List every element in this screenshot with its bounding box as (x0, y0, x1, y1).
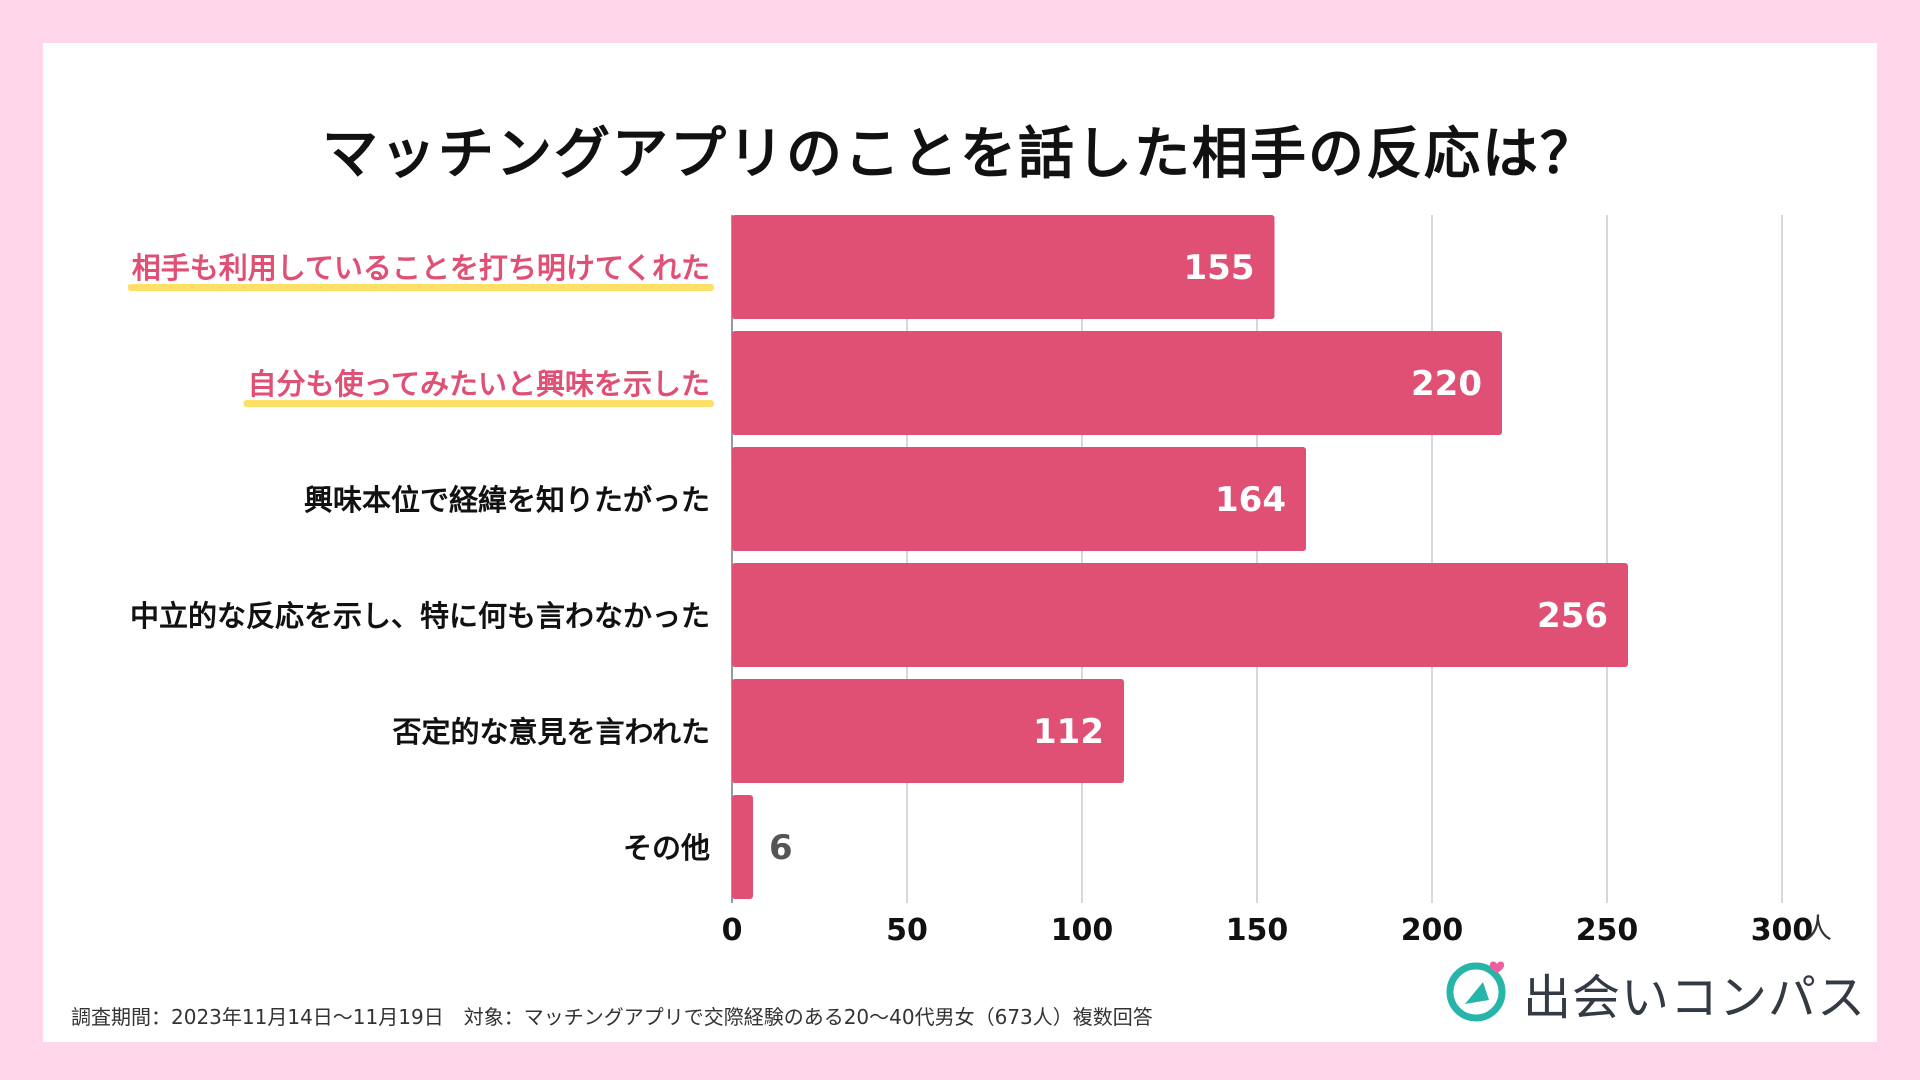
bar (732, 447, 1306, 551)
category-label: 否定的な意見を言われた (392, 715, 710, 749)
x-tick-label: 150 (1226, 913, 1289, 948)
value-label: 256 (1537, 596, 1608, 636)
bar (732, 795, 753, 899)
chart-title: マッチングアプリのことを話した相手の反応は？ (322, 122, 1598, 187)
x-tick-label: 300 (1751, 913, 1814, 948)
x-tick-label: 0 (722, 913, 743, 948)
value-label: 6 (769, 828, 793, 868)
highlight-underline (127, 284, 714, 291)
brand-logo[interactable]: 出会いコンパス (1443, 952, 1867, 1026)
category-label: 自分も使ってみたいと興味を示した (247, 367, 710, 401)
bar (732, 331, 1502, 435)
highlight-underline (243, 400, 714, 407)
bar (732, 563, 1628, 667)
value-label: 220 (1411, 364, 1482, 404)
category-label: 中立的な反応を示し、特に何も言わなかった (130, 599, 710, 633)
brand-name: 出会いコンパス (1523, 970, 1867, 1026)
bar (732, 679, 1124, 783)
survey-footnote: 調査期間：2023年11月14日〜11月19日 対象：マッチングアプリで交際経験… (71, 1005, 1153, 1029)
value-label: 164 (1215, 480, 1286, 520)
category-label: その他 (623, 831, 710, 865)
x-tick-label: 200 (1401, 913, 1464, 948)
x-axis-unit: 人 (1804, 912, 1832, 945)
category-label: 相手も利用していることを打ち明けてくれた (132, 251, 710, 285)
chart-card: マッチングアプリのことを話した相手の反応は？ 0 50 100 150 200 250 30… (43, 43, 1877, 1042)
category-label: 興味本位で経緯を知りたがった (304, 483, 710, 517)
x-tick-label: 100 (1051, 913, 1114, 948)
value-label: 112 (1033, 712, 1104, 752)
compass-heart-icon (1446, 961, 1506, 1022)
bar (732, 215, 1275, 319)
x-tick-label: 50 (886, 913, 928, 948)
value-label: 155 (1184, 248, 1255, 288)
x-tick-label: 250 (1576, 913, 1639, 948)
